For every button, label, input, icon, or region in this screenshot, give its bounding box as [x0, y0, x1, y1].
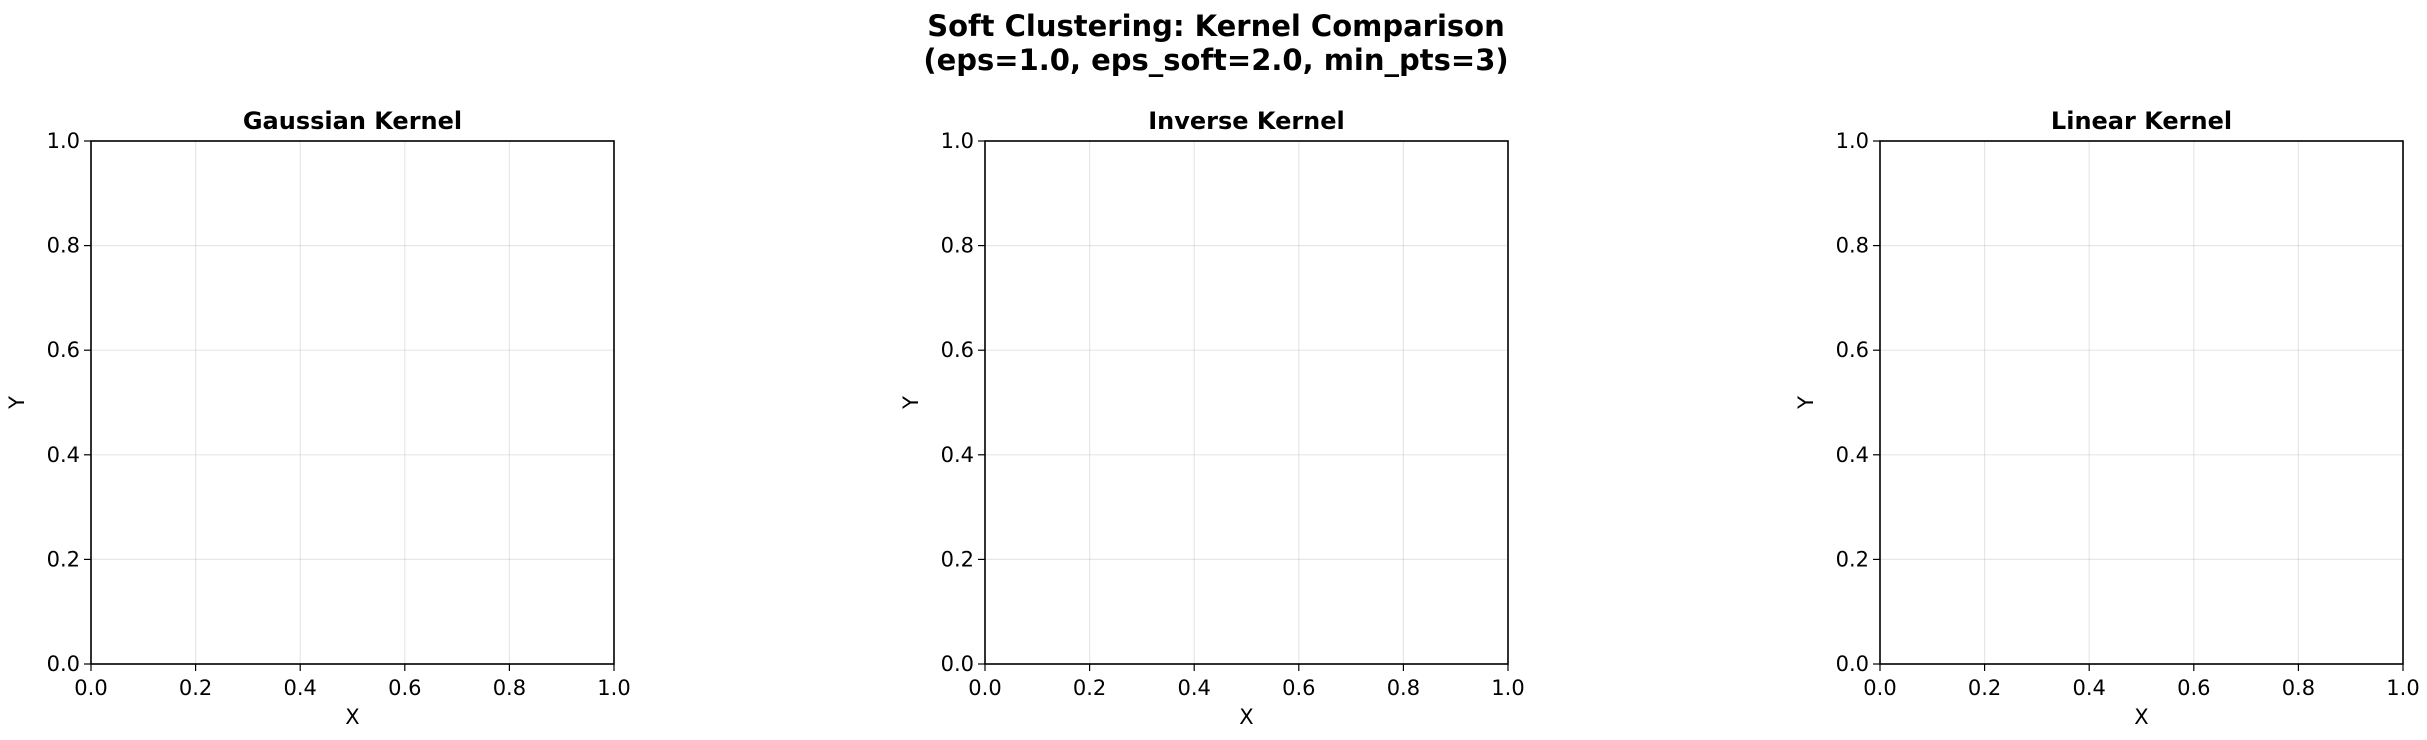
y-tick-label: 0.8	[47, 234, 80, 258]
y-tick-label: 1.0	[941, 129, 974, 153]
y-axis-label: Y	[1794, 396, 1818, 410]
y-tick-label: 0.0	[47, 652, 80, 676]
x-tick-label: 0.4	[2072, 676, 2105, 700]
x-tick-label: 0.6	[388, 676, 421, 700]
x-tick-label: 0.4	[283, 676, 316, 700]
x-tick-label: 0.2	[1073, 676, 1106, 700]
y-tick-label: 0.0	[1836, 652, 1869, 676]
x-tick-label: 1.0	[2386, 676, 2419, 700]
x-axis-label: X	[2134, 705, 2148, 729]
y-tick-label: 0.4	[941, 443, 974, 467]
y-tick-label: 0.4	[1836, 443, 1869, 467]
subplot-title: Inverse Kernel	[1148, 107, 1345, 135]
x-tick-label: 0.2	[179, 676, 212, 700]
x-tick-label: 0.4	[1177, 676, 1210, 700]
subplot-1: 0.0 0.2 0.4 0.6 0.8 1.0 0.0 0.2 0.4 0.6 0.8 1.0 Gaus…	[5, 107, 631, 729]
subplot-title: Gaussian Kernel	[243, 107, 462, 135]
x-tick-label: 0.0	[968, 676, 1001, 700]
figure-suptitle-line1: Soft Clustering: Kernel Comparison	[927, 9, 1505, 43]
y-axis-label: Y	[5, 396, 29, 410]
figure-suptitle-line2: (eps=1.0, eps_soft=2.0, min_pts=3)	[923, 43, 1508, 77]
y-tick-label: 0.2	[941, 547, 974, 571]
x-tick-label: 1.0	[1491, 676, 1524, 700]
axes-frame	[984, 140, 1509, 665]
x-tick-label: 0.8	[2282, 676, 2315, 700]
subplot-2: 0.0 0.2 0.4 0.6 0.8 1.0 0.0 0.2 0.4 0.6 0.8 1.0 Inve…	[899, 107, 1525, 729]
axes-frame	[1879, 140, 2404, 665]
y-axis-label: Y	[899, 396, 923, 410]
y-tick-label: 0.6	[47, 338, 80, 362]
x-tick-label: 0.8	[1387, 676, 1420, 700]
x-tick-label: 1.0	[597, 676, 630, 700]
plot-area	[985, 141, 1508, 664]
plot-area	[1880, 141, 2403, 664]
x-axis-label: X	[1239, 705, 1253, 729]
subplot-title: Linear Kernel	[2051, 107, 2232, 135]
y-tick-label: 0.0	[941, 652, 974, 676]
subplot-3: 0.0 0.2 0.4 0.6 0.8 1.0 0.0 0.2 0.4 0.6 0.8 1.0 Line…	[1794, 107, 2420, 729]
plot-area	[91, 141, 614, 664]
axes-frame	[90, 140, 615, 665]
x-tick-label: 0.6	[2177, 676, 2210, 700]
y-tick-label: 1.0	[1836, 129, 1869, 153]
y-tick-label: 0.4	[47, 443, 80, 467]
axes-layer: 0.0 0.2 0.4 0.6 0.8 1.0 0.0 0.2 0.4 0.6 0.8 1.0 Gaus…	[5, 107, 2420, 729]
x-tick-label: 0.8	[493, 676, 526, 700]
x-tick-label: 0.6	[1282, 676, 1315, 700]
x-tick-label: 0.0	[1863, 676, 1896, 700]
y-tick-label: 0.2	[1836, 547, 1869, 571]
y-tick-label: 0.2	[47, 547, 80, 571]
y-tick-label: 0.6	[941, 338, 974, 362]
y-tick-label: 0.8	[941, 234, 974, 258]
x-tick-label: 0.0	[74, 676, 107, 700]
y-tick-label: 0.8	[1836, 234, 1869, 258]
x-tick-label: 0.2	[1968, 676, 2001, 700]
y-tick-label: 1.0	[47, 129, 80, 153]
y-tick-label: 0.6	[1836, 338, 1869, 362]
x-axis-label: X	[345, 705, 359, 729]
